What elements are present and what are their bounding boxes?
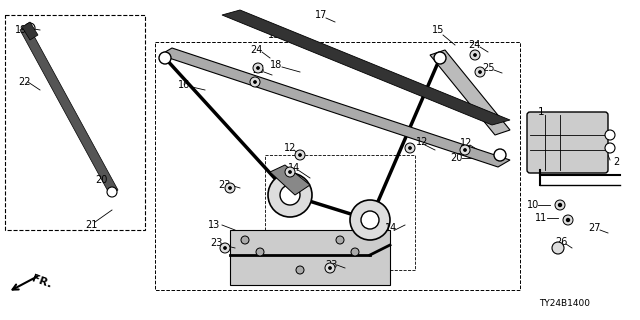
Circle shape <box>253 63 263 73</box>
Circle shape <box>25 23 35 33</box>
Text: 12: 12 <box>460 138 472 148</box>
Circle shape <box>253 81 257 84</box>
Circle shape <box>474 53 477 57</box>
Text: 27: 27 <box>588 223 600 233</box>
Circle shape <box>351 248 359 256</box>
Circle shape <box>605 130 615 140</box>
Text: 12: 12 <box>284 143 296 153</box>
Circle shape <box>107 187 117 197</box>
Text: 23: 23 <box>210 238 222 248</box>
Circle shape <box>241 236 249 244</box>
Text: FR.: FR. <box>30 274 52 290</box>
Circle shape <box>289 171 291 173</box>
Circle shape <box>434 52 446 64</box>
Circle shape <box>494 149 506 161</box>
Polygon shape <box>270 165 310 195</box>
Text: 19: 19 <box>15 25 28 35</box>
Circle shape <box>220 243 230 253</box>
Circle shape <box>460 145 470 155</box>
Circle shape <box>361 211 379 229</box>
Text: 15: 15 <box>432 25 444 35</box>
Circle shape <box>285 167 295 177</box>
Circle shape <box>336 236 344 244</box>
Circle shape <box>408 147 412 149</box>
Circle shape <box>257 67 259 69</box>
Circle shape <box>298 154 301 156</box>
Text: 22: 22 <box>18 77 31 87</box>
Text: TY24B1400: TY24B1400 <box>539 299 590 308</box>
Circle shape <box>228 187 232 189</box>
Circle shape <box>296 266 304 274</box>
Text: 13: 13 <box>208 220 220 230</box>
Text: 23: 23 <box>278 167 291 177</box>
Polygon shape <box>222 10 510 125</box>
Text: 17: 17 <box>315 10 328 20</box>
Text: 21: 21 <box>85 220 97 230</box>
Circle shape <box>223 246 227 250</box>
Text: 24: 24 <box>250 45 262 55</box>
Text: 20: 20 <box>450 153 462 163</box>
Polygon shape <box>22 22 38 40</box>
Circle shape <box>552 242 564 254</box>
Circle shape <box>475 67 485 77</box>
Text: 10: 10 <box>527 200 540 210</box>
Polygon shape <box>20 25 118 195</box>
Circle shape <box>328 267 332 269</box>
Circle shape <box>350 200 390 240</box>
Text: 24: 24 <box>468 40 481 50</box>
Text: 23: 23 <box>325 260 337 270</box>
Circle shape <box>605 143 615 153</box>
Circle shape <box>159 52 171 64</box>
Circle shape <box>559 204 561 206</box>
Text: 14: 14 <box>288 163 300 173</box>
Circle shape <box>325 263 335 273</box>
Text: 25: 25 <box>482 63 495 73</box>
Circle shape <box>470 50 480 60</box>
Circle shape <box>405 143 415 153</box>
Circle shape <box>256 248 264 256</box>
Text: 20: 20 <box>95 175 108 185</box>
FancyBboxPatch shape <box>527 112 608 173</box>
Text: 16: 16 <box>178 80 190 90</box>
Text: 18: 18 <box>270 60 282 70</box>
Circle shape <box>555 200 565 210</box>
Circle shape <box>563 215 573 225</box>
Bar <box>230 230 390 285</box>
Text: 23: 23 <box>218 180 230 190</box>
Text: 25: 25 <box>252 65 264 75</box>
Circle shape <box>566 219 570 221</box>
Text: 19: 19 <box>268 30 280 40</box>
Text: 14: 14 <box>385 223 397 233</box>
Text: 26: 26 <box>555 237 568 247</box>
Polygon shape <box>430 50 510 135</box>
Circle shape <box>463 148 467 151</box>
Text: 11: 11 <box>535 213 547 223</box>
Circle shape <box>268 173 312 217</box>
Text: 1: 1 <box>538 107 545 117</box>
Text: 2: 2 <box>613 157 620 167</box>
Circle shape <box>225 183 235 193</box>
Text: 12: 12 <box>416 137 428 147</box>
Circle shape <box>295 150 305 160</box>
Circle shape <box>479 70 481 74</box>
Circle shape <box>280 185 300 205</box>
Polygon shape <box>160 48 510 167</box>
Circle shape <box>250 77 260 87</box>
